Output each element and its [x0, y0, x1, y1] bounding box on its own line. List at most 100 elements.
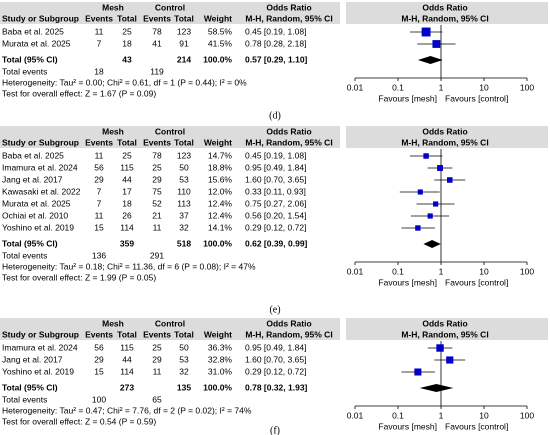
header-band — [0, 126, 340, 148]
table-cell: 52 — [152, 198, 162, 208]
table-cell: 14.7% — [208, 150, 233, 160]
favours-left: Favours [mesh] — [378, 93, 437, 103]
column-header: Events — [143, 137, 171, 147]
table-cell: 14.1% — [208, 222, 233, 232]
column-header: Events — [143, 13, 171, 23]
table-cell: 32 — [179, 366, 189, 376]
column-header: Study or Subgroup — [2, 329, 79, 339]
column-header: Weight — [204, 329, 232, 339]
column-header: Odds Ratio — [422, 126, 467, 136]
panel-label: (e) — [269, 304, 280, 315]
study-name: Murata et al. 2025 — [2, 38, 71, 48]
table-cell: 58.5% — [208, 26, 233, 36]
effect-square — [446, 356, 454, 364]
table-cell: 11 — [153, 222, 162, 232]
table-cell: 11 — [95, 210, 104, 220]
column-header: Odds Ratio — [266, 318, 311, 328]
effect-square — [433, 201, 439, 207]
heterogeneity: Heterogeneity: Tau² = 0.18; Chi² = 11.36… — [2, 261, 256, 271]
effect-square — [421, 27, 431, 37]
column-header: M-H, Random, 95% CI — [401, 13, 488, 23]
study-name: Imamura et al. 2024 — [2, 342, 78, 352]
total-cell: 100.0% — [203, 382, 232, 392]
table-cell: 15 — [94, 222, 104, 232]
x-tick-label: 0.01 — [347, 266, 364, 276]
events-label: Total events — [2, 66, 47, 76]
study-name: Yoshino et al. 2019 — [2, 222, 74, 232]
table-cell: 11 — [153, 366, 162, 376]
x-tick-label: 100 — [520, 266, 534, 276]
table-cell: 123 — [177, 26, 191, 36]
x-tick-label: 0.1 — [392, 410, 404, 420]
header-band — [346, 126, 548, 148]
total-cell: 518 — [177, 238, 191, 248]
events-cell: 65 — [152, 394, 162, 404]
table-cell: 18 — [122, 198, 132, 208]
total-label: Total (95% CI) — [2, 382, 58, 392]
study-name: Imamura et al. 2024 — [2, 162, 78, 172]
study-name: Yoshino et al. 2019 — [2, 366, 74, 376]
column-header: Weight — [204, 137, 232, 147]
table-cell: 110 — [177, 186, 191, 196]
table-cell: 0.33 [0.11, 0.93] — [245, 186, 306, 196]
effect-square — [446, 177, 453, 183]
effect-square — [436, 344, 444, 352]
table-cell: 114 — [120, 222, 134, 232]
events-cell: 119 — [150, 66, 164, 76]
table-cell: 18 — [122, 38, 132, 48]
column-header: Events — [85, 13, 113, 23]
pooled-diamond — [423, 240, 441, 248]
group-header: Control — [155, 126, 185, 136]
total-cell: 100.0% — [203, 54, 232, 64]
x-tick-label: 100 — [520, 82, 534, 92]
total-cell: 0.62 [0.39, 0.99] — [245, 238, 308, 248]
favours-right: Favours [control] — [445, 93, 508, 103]
table-cell: 29 — [152, 174, 162, 184]
total-cell: 0.78 [0.32, 1.93] — [245, 382, 308, 392]
overall-effect: Test for overall effect: Z = 1.99 (P = 0… — [2, 272, 156, 282]
table-cell: 29 — [94, 354, 104, 364]
table-cell: 44 — [122, 174, 132, 184]
favours-right: Favours [control] — [445, 421, 508, 431]
x-tick-label: 10 — [479, 266, 489, 276]
group-header: Control — [155, 2, 185, 12]
table-cell: 25 — [152, 162, 162, 172]
events-cell: 18 — [94, 66, 104, 76]
table-cell: 41.5% — [208, 38, 233, 48]
column-header: Weight — [204, 13, 232, 23]
total-label: Total (95% CI) — [2, 54, 58, 64]
table-cell: 41 — [152, 38, 162, 48]
table-cell: 29 — [94, 174, 104, 184]
table-cell: 17 — [122, 186, 132, 196]
study-name: Baba et al. 2025 — [2, 150, 64, 160]
study-name: Murata et al. 2025 — [2, 198, 71, 208]
group-header: Mesh — [102, 126, 124, 136]
table-cell: 78 — [152, 26, 162, 36]
x-tick-label: 1 — [439, 266, 444, 276]
table-cell: 0.95 [0.49, 1.84] — [245, 342, 306, 352]
table-cell: 0.45 [0.19, 1.08] — [245, 26, 306, 36]
events-cell: 291 — [150, 250, 164, 260]
table-cell: 0.45 [0.19, 1.08] — [245, 150, 306, 160]
x-tick-label: 100 — [520, 410, 534, 420]
table-cell: 11 — [95, 150, 104, 160]
table-cell: 50 — [179, 162, 189, 172]
table-cell: 12.0% — [208, 186, 233, 196]
table-cell: 25 — [122, 150, 132, 160]
table-cell: 56 — [94, 342, 104, 352]
effect-square — [414, 368, 422, 376]
table-cell: 0.29 [0.12, 0.72] — [245, 222, 306, 232]
table-cell: 0.95 [0.49, 1.84] — [245, 162, 306, 172]
table-cell: 15.6% — [208, 174, 233, 184]
column-header: M-H, Random, 95% CI — [401, 329, 488, 339]
table-cell: 31.0% — [208, 366, 233, 376]
column-header: Study or Subgroup — [2, 13, 79, 23]
effect-square — [417, 189, 423, 195]
table-cell: 18.8% — [208, 162, 233, 172]
table-cell: 21 — [152, 210, 162, 220]
group-header: Mesh — [102, 318, 124, 328]
panel-label: (f) — [270, 425, 280, 435]
column-header: Total — [174, 137, 194, 147]
total-label: Total (95% CI) — [2, 238, 58, 248]
